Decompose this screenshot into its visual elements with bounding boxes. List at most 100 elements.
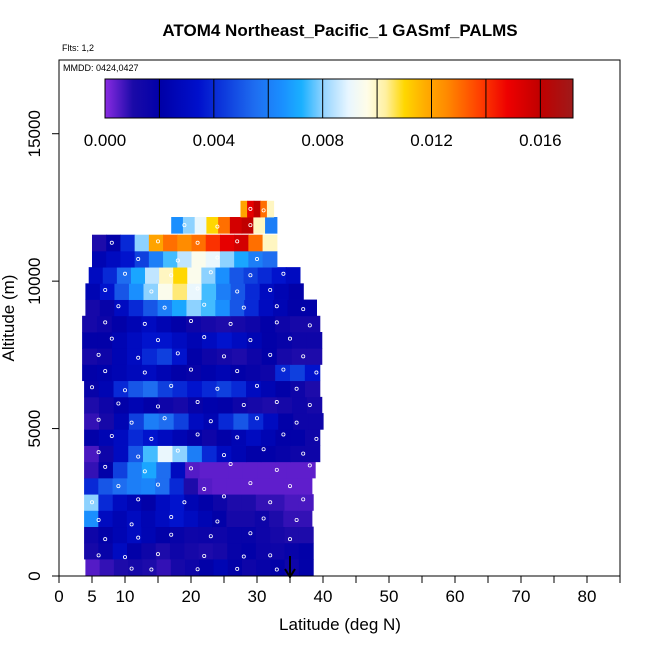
heatmap-cell [92,250,107,268]
colorbar-tick-label: 0.012 [410,131,453,150]
heatmap-cell [229,217,243,234]
heatmap-cell [188,413,205,430]
heatmap-cell [227,494,243,511]
heatmap-cell [199,461,215,479]
heatmap-cell [262,250,278,268]
sample-point [215,224,220,229]
heatmap-cell [112,461,128,479]
heatmap-cell [141,461,157,479]
sample-point [195,400,200,405]
sample-point [188,318,193,323]
sample-point [96,517,101,522]
heatmap-cell [212,542,228,560]
sample-point [248,338,253,343]
heatmap-cell [169,526,185,544]
heatmap-cell [84,461,100,479]
x-tick-label: 10 [116,587,135,606]
sample-point [235,289,240,294]
heatmap-cell [234,250,249,268]
sample-point [136,497,141,502]
heatmap-cell [82,348,98,365]
heatmap-cell [227,559,243,576]
heatmap-cell [297,477,313,495]
heatmap-cell [246,380,262,398]
heatmap-cell [183,477,199,495]
heatmap-cell [241,559,257,576]
heatmap-cell [143,396,159,414]
heatmap-cell [201,283,217,300]
heatmap-cell [257,461,273,479]
heatmap-cell [265,217,278,234]
sample-point [169,383,174,388]
heatmap-cell [276,348,293,365]
sample-point [188,466,193,471]
sample-point [274,304,279,309]
sample-point [175,351,180,356]
heatmap-cell [191,250,207,268]
sample-point [248,273,253,278]
heatmap-cell [276,332,293,349]
x-tick-label: 20 [182,587,201,606]
heatmap-cell [201,332,218,349]
sample-point [274,567,279,572]
sample-point [307,463,312,468]
heatmap-cell [298,526,314,544]
heatmap-cell [201,348,218,365]
sample-point [188,367,193,372]
heatmap-cell [219,250,235,268]
sample-point [142,469,147,474]
heatmap-cell [212,477,227,495]
heatmap-cell [187,267,202,284]
heatmap-cell [141,526,157,544]
heatmap-cell [283,510,299,528]
heatmap-cell [230,315,247,333]
heatmap-cell [82,315,98,333]
sample-point [287,336,292,341]
heatmap-cell [169,494,185,511]
heatmap-cell [278,413,294,430]
heatmap-cell [173,413,190,430]
heatmap-cell [98,445,115,463]
heatmap-cell [127,494,142,511]
heatmap-cell [163,250,178,268]
sample-point [268,553,273,558]
sample-point [274,467,279,472]
heatmap-cell [262,234,278,252]
heatmap-cell [84,542,99,560]
heatmap-cell [128,413,145,430]
heatmap-cell [141,364,157,382]
sample-point [235,566,240,571]
heatmap-cell [127,348,143,365]
heatmap-cell [304,445,321,463]
heatmap-cell [306,396,323,414]
x-axis-label: Latitude (deg N) [279,615,401,634]
heatmap-cell [198,526,214,544]
sample-point [294,420,299,425]
sample-point [228,321,233,326]
sample-point [281,367,286,372]
heatmap-cell [143,283,159,300]
sample-point [314,436,319,441]
heatmap-cell [231,332,248,349]
heatmap-cell [213,559,229,576]
heatmap-cell [284,494,300,511]
heatmap-cell [230,364,247,382]
heatmap-cell [229,299,245,317]
heatmap-cell [171,315,187,333]
sample-point [109,240,114,245]
heatmap-cell [186,299,202,317]
sample-point [294,386,299,391]
heatmap-cell [187,380,203,398]
heatmap-cell [92,234,107,252]
heatmap-cell [304,380,321,398]
heatmap-cell [291,348,308,365]
heatmap-cell [99,559,115,576]
sample-point [254,257,259,262]
colorbar-tick-label: 0.016 [519,131,562,150]
sample-point [301,307,306,312]
heatmap-cell [128,380,144,398]
sample-point [314,370,319,375]
heatmap-cell [283,477,299,495]
heatmap-cell [215,267,231,284]
